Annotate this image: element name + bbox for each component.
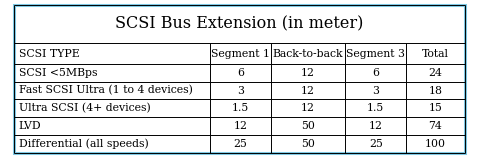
Text: SCSI <5MBps: SCSI <5MBps bbox=[19, 68, 97, 78]
Text: 1.5: 1.5 bbox=[232, 103, 249, 113]
Text: LVD: LVD bbox=[19, 121, 42, 131]
Text: Back-to-back: Back-to-back bbox=[273, 49, 343, 59]
Text: 12: 12 bbox=[369, 121, 383, 131]
Text: 12: 12 bbox=[301, 103, 315, 113]
Text: SCSI Bus Extension (in meter): SCSI Bus Extension (in meter) bbox=[115, 16, 364, 33]
Text: 6: 6 bbox=[372, 68, 379, 78]
Text: 12: 12 bbox=[301, 86, 315, 95]
Text: 3: 3 bbox=[237, 86, 244, 95]
Text: 25: 25 bbox=[234, 139, 248, 149]
Text: 50: 50 bbox=[301, 121, 315, 131]
Text: Segment 1: Segment 1 bbox=[211, 49, 270, 59]
Text: 25: 25 bbox=[369, 139, 383, 149]
Text: 12: 12 bbox=[301, 68, 315, 78]
Text: Segment 3: Segment 3 bbox=[346, 49, 405, 59]
Text: 74: 74 bbox=[429, 121, 442, 131]
Text: Ultra SCSI (4+ devices): Ultra SCSI (4+ devices) bbox=[19, 103, 150, 113]
Text: 24: 24 bbox=[428, 68, 442, 78]
Text: 15: 15 bbox=[428, 103, 442, 113]
Text: 100: 100 bbox=[425, 139, 446, 149]
Text: SCSI TYPE: SCSI TYPE bbox=[19, 49, 80, 59]
Text: 6: 6 bbox=[237, 68, 244, 78]
Text: 3: 3 bbox=[372, 86, 379, 95]
Text: Differential (all speeds): Differential (all speeds) bbox=[19, 138, 148, 149]
Text: 1.5: 1.5 bbox=[367, 103, 384, 113]
Text: 18: 18 bbox=[428, 86, 443, 95]
Text: 50: 50 bbox=[301, 139, 315, 149]
Text: Total: Total bbox=[422, 49, 449, 59]
Text: 12: 12 bbox=[234, 121, 248, 131]
Text: Fast SCSI Ultra (1 to 4 devices): Fast SCSI Ultra (1 to 4 devices) bbox=[19, 85, 193, 96]
